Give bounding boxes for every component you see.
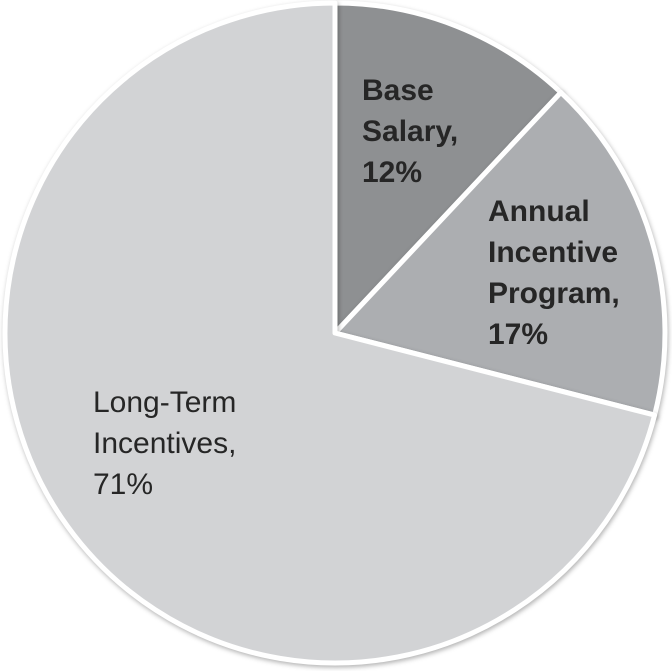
pie-slice-base-salary	[332, 0, 564, 336]
slice-label-base-salary: Base Salary, 12%	[362, 74, 459, 189]
pie-slice-annual-incentive-program	[332, 89, 668, 418]
pie-slice-long-term-incentives	[2, 0, 658, 666]
slice-label-long-term-incentives: Long-Term Incentives, 71%	[93, 386, 237, 501]
slice-label-annual-incentive-program: Annual Incentive Program, 17%	[488, 195, 620, 351]
